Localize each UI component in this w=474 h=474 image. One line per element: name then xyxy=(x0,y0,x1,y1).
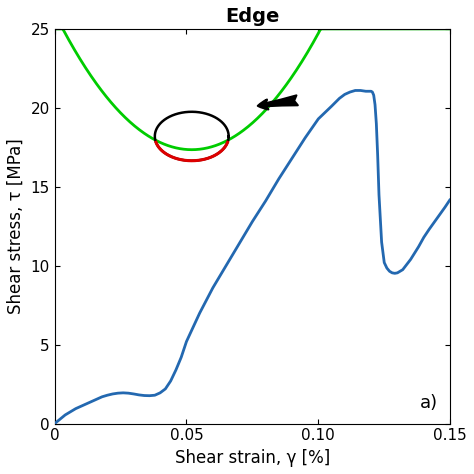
Title: Edge: Edge xyxy=(225,7,280,26)
Text: a): a) xyxy=(420,394,438,412)
Y-axis label: Shear stress, τ [MPa]: Shear stress, τ [MPa] xyxy=(7,138,25,314)
X-axis label: Shear strain, γ [%]: Shear strain, γ [%] xyxy=(175,449,330,467)
